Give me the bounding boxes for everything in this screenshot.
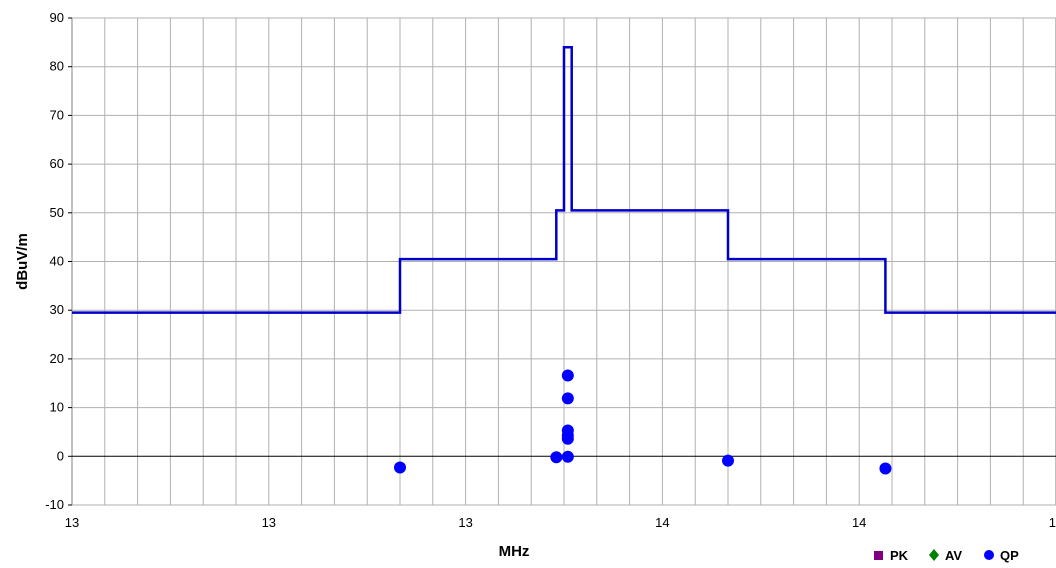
qp-point: [561, 369, 574, 382]
y-tick-label: 50: [50, 205, 64, 220]
y-tick-label: 70: [50, 107, 64, 122]
y-tick-label: -10: [45, 497, 64, 512]
qp-point: [722, 454, 734, 467]
y-tick-label: 60: [50, 156, 64, 171]
x-tick-label: 13: [65, 515, 79, 530]
y-tick-label: 40: [50, 254, 64, 269]
y-tick-label: 0: [57, 448, 64, 463]
y-tick-label: 30: [50, 302, 64, 317]
y-tick-label: 90: [50, 10, 64, 25]
label-layer: MHz dBuV/m: [14, 233, 529, 560]
legend: PK AV QP: [874, 548, 1019, 563]
legend-label: PK: [890, 548, 909, 563]
legend-marker-qp: [984, 550, 994, 560]
x-tick-label: 14: [852, 515, 866, 530]
qp-point: [879, 462, 892, 475]
qp-point: [561, 450, 574, 463]
qp-point: [561, 392, 574, 405]
y-tick-label: 20: [50, 351, 64, 366]
y-axis-title: dBuV/m: [14, 233, 31, 290]
x-tick-label: 14: [655, 515, 669, 530]
x-axis-title: MHz: [499, 543, 530, 560]
qp-point: [394, 461, 406, 474]
y-tick-label: 80: [50, 59, 64, 74]
legend-label: QP: [1000, 548, 1019, 563]
qp-point: [550, 451, 563, 464]
limit-line: [72, 45, 1056, 314]
x-tick-label: 13: [262, 515, 276, 530]
qp-point: [561, 432, 574, 445]
series-layer: [72, 45, 1056, 475]
legend-label: AV: [945, 548, 962, 563]
legend-marker-pk: [874, 551, 883, 560]
y-tick-label: 10: [50, 400, 64, 415]
x-tick-label: 14: [1049, 515, 1056, 530]
axis-layer: -10 0 10 20 30 40 50 60 70 80 90 13 13 13 14 14 14: [45, 10, 1056, 530]
x-tick-label: 13: [458, 515, 472, 530]
legend-marker-av: [929, 549, 939, 561]
